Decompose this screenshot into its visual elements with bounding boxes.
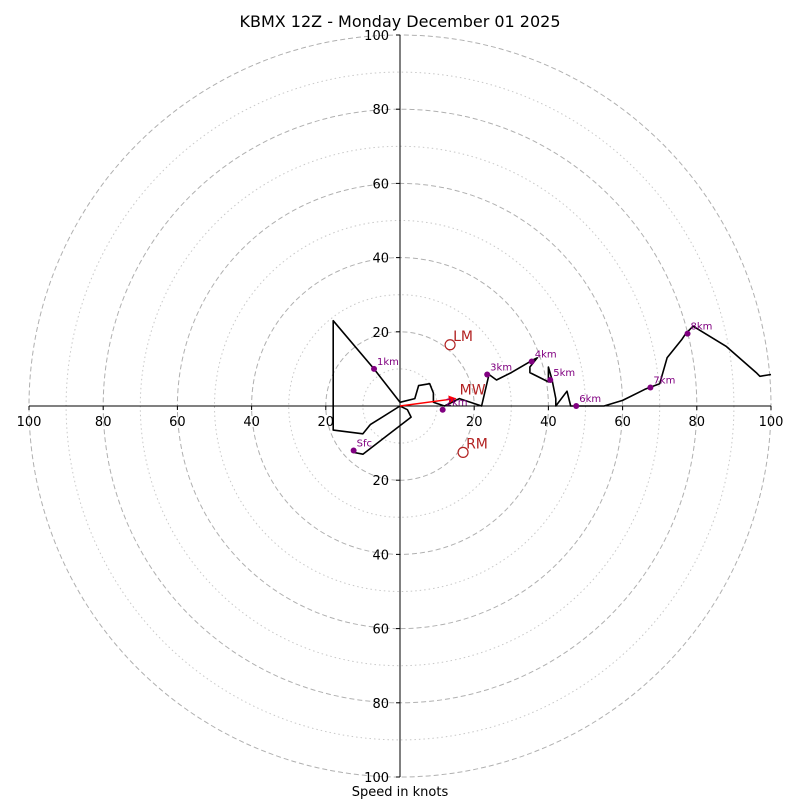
y-tick-label: 20 (372, 326, 389, 341)
height-label-5km: 5km (553, 368, 575, 379)
y-tick-label: 40 (372, 252, 389, 267)
x-tick-label: 100 (759, 415, 784, 430)
x-tick-label: 100 (17, 415, 42, 430)
height-label-sfc: Sfc (357, 439, 372, 450)
chart-title: KBMX 12Z - Monday December 01 2025 (239, 12, 560, 31)
height-label-3km: 3km (490, 362, 512, 373)
storm-motion-label-rm: RM (466, 436, 488, 452)
height-marker-6km (573, 403, 580, 409)
y-tick-label: 60 (372, 623, 389, 638)
y-tick-label: 20 (372, 474, 389, 489)
height-marker-5km (547, 377, 554, 384)
height-label-8km: 8km (691, 322, 713, 333)
storm-motion-lm (444, 339, 456, 351)
x-axis-label: Speed in knots (352, 785, 449, 800)
hodograph-trace-group (332, 319, 772, 456)
height-label-6km: 6km (579, 394, 601, 405)
hodograph-trace (332, 319, 772, 456)
height-marker-2km (439, 406, 446, 413)
height-label-1km: 1km (377, 357, 399, 368)
x-tick-label: 40 (540, 415, 557, 430)
storm-motions: LM RM MW (444, 329, 488, 458)
x-tick-label: 60 (169, 415, 186, 430)
y-tick-label: 80 (372, 697, 389, 712)
height-label-2km: 2km (446, 398, 468, 409)
x-tick-label: 20 (466, 415, 483, 430)
x-tick-label: 40 (243, 415, 260, 430)
x-tick-label: 80 (95, 415, 112, 430)
height-marker-8km (684, 330, 691, 337)
x-tick-label: 80 (689, 415, 706, 430)
height-marker-sfc (350, 447, 357, 454)
storm-motion-rm (457, 446, 469, 458)
height-marker-1km (371, 365, 378, 372)
height-markers: Sfc 1km 2km 3km 4km 5km 6km 7km 8km (350, 322, 713, 454)
y-tick-label: 100 (364, 29, 389, 44)
height-marker-3km (484, 371, 491, 378)
tick-labels: 100 80 60 40 20 20 40 60 80 100 100 80 60 40 20 20 40 60 8… (17, 29, 784, 786)
height-marker-4km (528, 358, 535, 365)
height-label-7km: 7km (653, 375, 675, 386)
y-tick-label: 100 (364, 771, 389, 786)
vector-group (399, 395, 457, 407)
height-marker-7km (647, 384, 654, 391)
x-tick-label: 60 (614, 415, 631, 430)
y-tick-label: 60 (372, 177, 389, 192)
y-tick-label: 80 (372, 103, 389, 118)
storm-motion-label-lm: LM (453, 329, 473, 345)
height-label-4km: 4km (535, 349, 557, 360)
mean-wind-vector (399, 395, 457, 407)
x-tick-label: 20 (318, 415, 335, 430)
storm-motion-label-mw: MW (460, 383, 486, 399)
y-tick-label: 40 (372, 548, 389, 563)
